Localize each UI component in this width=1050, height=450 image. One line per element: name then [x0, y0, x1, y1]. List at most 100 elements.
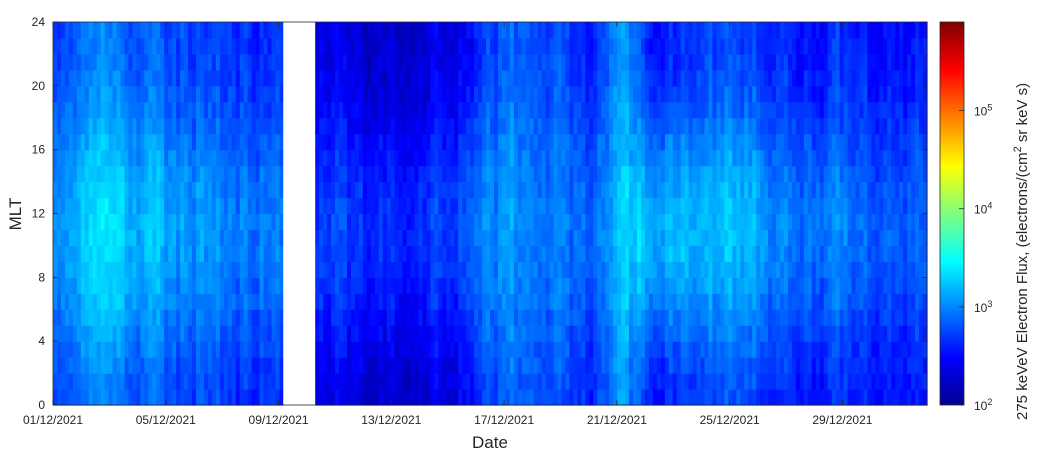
heatmap-cell — [490, 245, 495, 262]
heatmap-cell — [537, 165, 543, 183]
heatmap-cell — [680, 389, 686, 406]
heatmap-cell — [780, 149, 785, 167]
heatmap-cell — [541, 37, 547, 55]
heatmap-cell — [605, 69, 610, 87]
heatmap-cell — [573, 309, 578, 326]
heatmap-cell — [780, 293, 785, 310]
heatmap-cell — [120, 197, 126, 215]
heatmap-cell — [450, 341, 455, 358]
heatmap-cell — [184, 341, 189, 358]
heatmap-cell — [827, 197, 833, 215]
heatmap-cell — [255, 197, 261, 215]
heatmap-cell — [581, 181, 586, 199]
heatmap-cell — [92, 37, 98, 55]
heatmap-cell — [807, 165, 813, 183]
heatmap-cell — [323, 133, 328, 151]
heatmap-cell — [116, 357, 122, 374]
heatmap-cell — [843, 293, 849, 310]
heatmap-cell — [791, 245, 797, 262]
heatmap-cell — [315, 213, 320, 231]
heatmap-cell — [382, 245, 388, 262]
heatmap-cell — [871, 325, 876, 342]
heatmap-cell — [394, 53, 400, 71]
heatmap-cell — [768, 85, 773, 103]
heatmap-cell — [545, 133, 551, 151]
heatmap-cell — [871, 213, 876, 231]
heatmap-cell — [446, 245, 451, 262]
heatmap-cell — [501, 357, 507, 374]
heatmap-cell — [184, 213, 189, 231]
heatmap-cell — [851, 197, 857, 215]
heatmap-cell — [390, 357, 396, 374]
heatmap-cell — [787, 277, 793, 294]
heatmap-cell — [517, 197, 523, 215]
heatmap-cell — [783, 229, 789, 247]
heatmap-cell — [168, 245, 173, 262]
heatmap-cell — [219, 309, 225, 326]
heatmap-cell — [343, 181, 348, 199]
heatmap-cell — [128, 53, 134, 71]
heatmap-cell — [382, 309, 388, 326]
heatmap-cell — [581, 165, 586, 183]
heatmap-cell — [883, 117, 888, 135]
heatmap-cell — [215, 229, 221, 247]
heatmap-cell — [585, 181, 590, 199]
heatmap-cell — [366, 165, 372, 183]
heatmap-cell — [482, 37, 487, 55]
heatmap-cell — [116, 309, 122, 326]
heatmap-cell — [728, 197, 733, 215]
heatmap-cell — [382, 165, 388, 183]
heatmap-cell — [84, 149, 90, 167]
heatmap-cell — [128, 325, 134, 342]
heatmap-cell — [581, 261, 586, 278]
heatmap-cell — [843, 85, 849, 103]
heatmap-cell — [839, 325, 845, 342]
heatmap-cell — [231, 261, 237, 278]
heatmap-cell — [851, 213, 857, 231]
heatmap-cell — [331, 22, 336, 39]
heatmap-cell — [474, 277, 479, 294]
heatmap-cell — [168, 389, 173, 406]
heatmap-cell — [644, 165, 650, 183]
heatmap-cell — [847, 181, 853, 199]
heatmap-cell — [831, 53, 837, 71]
heatmap-cell — [843, 373, 849, 390]
heatmap-cell — [660, 261, 666, 278]
heatmap-cell — [100, 293, 106, 310]
heatmap-cell — [895, 341, 900, 358]
heatmap-cell — [664, 261, 670, 278]
heatmap-cell — [843, 245, 849, 262]
heatmap-cell — [509, 149, 515, 167]
heatmap-cell — [462, 181, 467, 199]
heatmap-cell — [211, 101, 217, 119]
heatmap-cell — [589, 37, 594, 55]
heatmap-cell — [633, 213, 638, 231]
heatmap-cell — [768, 261, 773, 278]
heatmap-cell — [625, 69, 630, 87]
heatmap-cell — [259, 357, 265, 374]
heatmap-cell — [68, 85, 74, 103]
heatmap-cell — [196, 181, 201, 199]
heatmap-cell — [223, 181, 229, 199]
heatmap-cell — [466, 229, 471, 247]
heatmap-cell — [823, 277, 829, 294]
heatmap-cell — [601, 53, 606, 71]
heatmap-cell — [839, 261, 845, 278]
heatmap-cell — [88, 357, 94, 374]
heatmap-cell — [835, 117, 841, 135]
heatmap-cell — [88, 309, 94, 326]
heatmap-cell — [597, 85, 602, 103]
heatmap-cell — [486, 277, 491, 294]
heatmap-cell — [823, 261, 829, 278]
heatmap-cell — [160, 341, 165, 358]
heatmap-cell — [597, 277, 602, 294]
heatmap-cell — [207, 373, 213, 390]
heatmap-cell — [382, 37, 388, 55]
heatmap-cell — [450, 181, 455, 199]
heatmap-cell — [275, 37, 281, 55]
heatmap-cell — [521, 197, 527, 215]
heatmap-cell — [652, 22, 658, 39]
heatmap-cell — [152, 213, 157, 231]
heatmap-cell — [648, 181, 654, 199]
heatmap-cell — [577, 389, 582, 406]
